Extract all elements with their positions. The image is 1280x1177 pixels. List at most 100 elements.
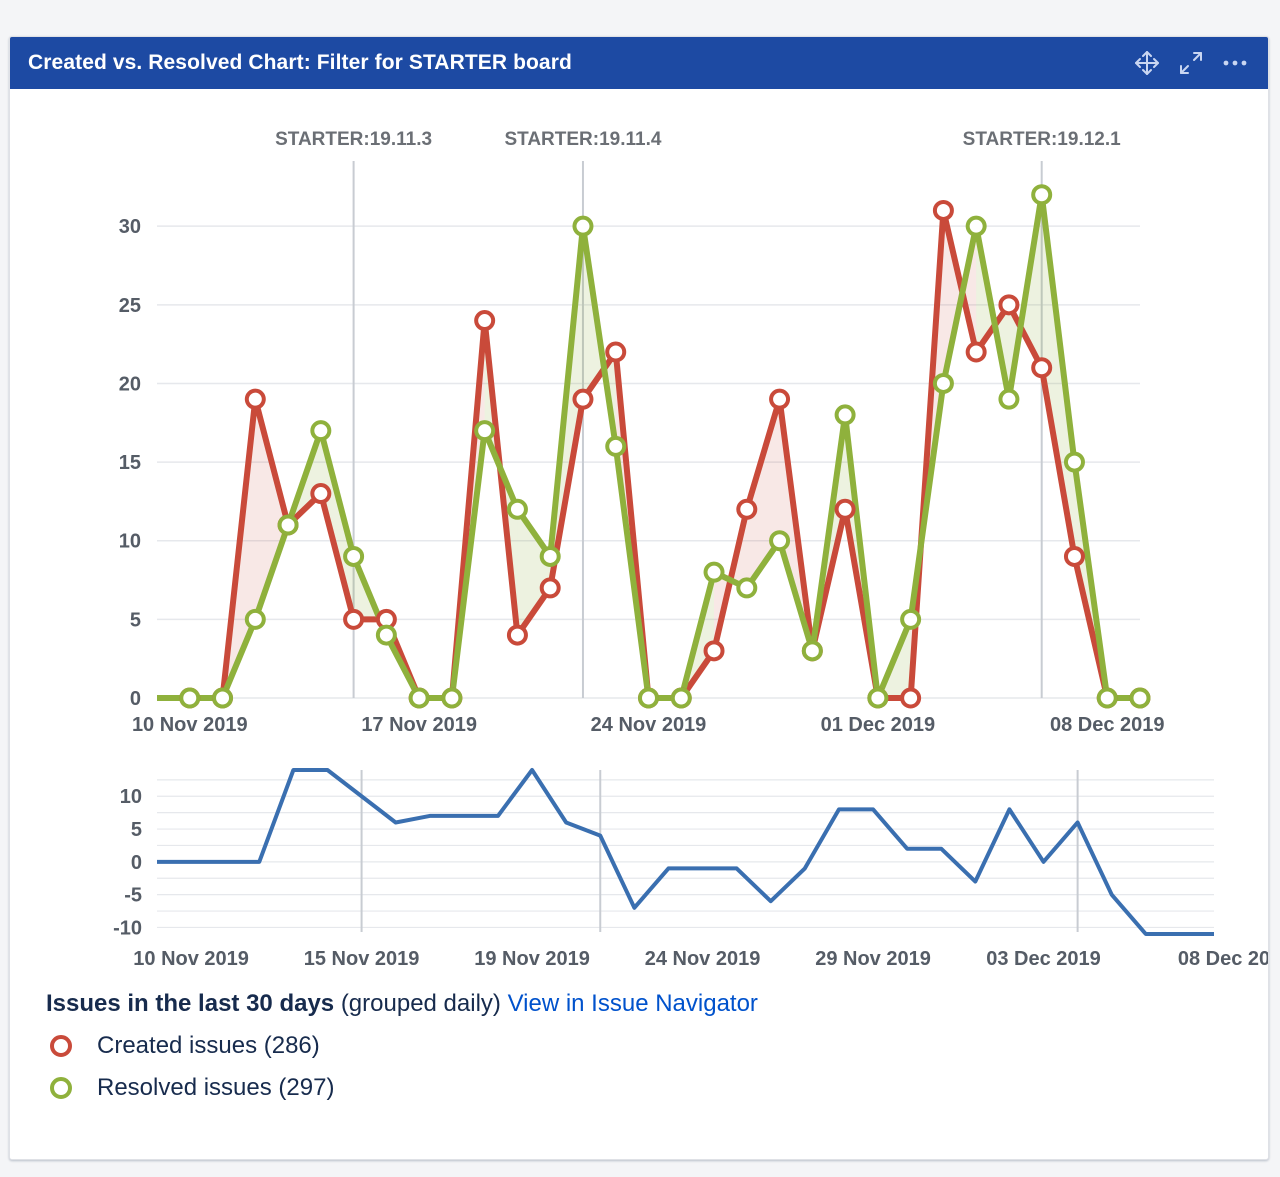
x-tick-label: 08 Dec 2019	[1050, 714, 1165, 736]
resolved-point	[441, 687, 463, 709]
created-point	[965, 341, 987, 363]
y-tick-label: 5	[130, 609, 141, 631]
x-tick-label: 10 Nov 2019	[132, 714, 248, 736]
resolved-point	[834, 404, 856, 426]
resolved-point	[212, 687, 234, 709]
created-vs-resolved-gadget: Created vs. Resolved Chart: Filter for S…	[9, 36, 1269, 1160]
created-point	[834, 498, 856, 520]
resolved-point	[998, 388, 1020, 410]
y-tick-label: 20	[119, 373, 141, 395]
x-tick-label: 03 Dec 2019	[986, 948, 1101, 970]
x-tick-label: 15 Nov 2019	[304, 948, 420, 970]
y-tick-label: 10	[120, 786, 142, 808]
resolved-point	[1129, 687, 1151, 709]
created-point	[605, 341, 627, 363]
resolved-point	[867, 687, 889, 709]
resolved-point	[703, 561, 725, 583]
created-point	[703, 640, 725, 662]
y-tick-label: 5	[131, 819, 142, 841]
more-options-icon[interactable]	[1222, 50, 1248, 76]
expand-icon[interactable]	[1178, 50, 1204, 76]
y-tick-label: -10	[113, 917, 142, 939]
summary-title: Issues in the last 30 days	[46, 990, 335, 1017]
difference-line	[157, 768, 1214, 936]
resolved-point	[572, 215, 594, 237]
difference-chart: -10 -5 0 5 10 10 Nov 2019 15 Nov 2019 19 Nov 20…	[113, 768, 1268, 970]
created-point	[343, 608, 365, 630]
resolved-point	[179, 687, 201, 709]
created-point	[244, 388, 266, 410]
x-tick-label: 08 Dec 20	[1178, 948, 1268, 970]
legend-block: Issues in the last 30 days (grouped dail…	[46, 990, 758, 1102]
resolved-point	[310, 420, 332, 442]
resolved-point	[1063, 451, 1085, 473]
resolved-point	[1031, 184, 1053, 206]
resolved-point	[506, 498, 528, 520]
y-tick-label: 15	[119, 452, 141, 474]
y-tick-label: -5	[124, 885, 142, 907]
created-point	[1063, 545, 1085, 567]
move-icon[interactable]	[1134, 50, 1160, 76]
version-label: STARTER:19.12.1	[963, 129, 1121, 150]
x-tick-label: 24 Nov 2019	[591, 714, 707, 736]
version-label: STARTER:19.11.3	[275, 129, 432, 150]
resolved-point	[343, 545, 365, 567]
created-point	[572, 388, 594, 410]
difference-area	[255, 399, 289, 620]
resolved-point	[277, 514, 299, 536]
legend-label-resolved: Resolved issues (297)	[97, 1074, 335, 1101]
y-tick-label: 25	[119, 295, 141, 317]
gadget-header: Created vs. Resolved Chart: Filter for S…	[10, 37, 1268, 89]
created-marker-icon	[50, 1035, 72, 1057]
created-vs-resolved-chart: 0 5 10 15 20 25 30 STARTER:19.11.3 STARTER:19.11…	[119, 129, 1165, 736]
y-tick-label: 30	[119, 216, 141, 238]
resolved-point	[408, 687, 430, 709]
x-tick-label: 10 Nov 2019	[133, 948, 249, 970]
created-point	[506, 624, 528, 646]
summary-grouping: (grouped daily)	[340, 990, 501, 1017]
created-point	[474, 310, 496, 332]
gadget-title: Created vs. Resolved Chart: Filter for S…	[28, 51, 572, 74]
x-tick-label: 24 Nov 2019	[645, 948, 761, 970]
created-line	[157, 207, 1140, 701]
legend-label-created: Created issues (286)	[97, 1032, 320, 1059]
chart-area: 0 5 10 15 20 25 30 STARTER:19.11.3 STARTER:19.11…	[10, 89, 1268, 989]
resolved-line	[157, 191, 1140, 701]
resolved-point	[244, 608, 266, 630]
resolved-point	[638, 687, 659, 709]
x-tick-label: 29 Nov 2019	[815, 948, 931, 970]
x-tick-label: 01 Dec 2019	[821, 714, 936, 736]
y-tick-label: 0	[131, 852, 142, 874]
created-point	[539, 577, 561, 599]
summary-line: Issues in the last 30 days (grouped dail…	[46, 990, 758, 1018]
resolved-point	[605, 435, 627, 457]
created-point	[769, 388, 791, 410]
x-tick-label: 17 Nov 2019	[361, 714, 477, 736]
created-point	[310, 483, 332, 505]
created-point	[998, 294, 1020, 316]
resolved-point	[900, 608, 922, 630]
y-tick-label: 10	[119, 531, 141, 553]
resolved-point	[670, 687, 692, 709]
resolved-point	[375, 624, 397, 646]
version-label: STARTER:19.11.4	[504, 129, 661, 150]
resolved-point	[801, 640, 823, 662]
view-in-issue-navigator-link[interactable]: View in Issue Navigator	[507, 990, 758, 1017]
created-point	[1031, 357, 1053, 379]
created-point	[736, 498, 758, 520]
difference-area	[320, 430, 354, 620]
resolved-point	[539, 545, 561, 567]
legend-item-created: Created issues (286)	[46, 1032, 758, 1060]
charts-svg: 0 5 10 15 20 25 30 STARTER:19.11.3 STARTER:19.11…	[113, 129, 1268, 970]
resolved-point	[736, 577, 758, 599]
resolved-point	[1096, 687, 1118, 709]
resolved-point	[932, 372, 954, 394]
created-point	[932, 199, 954, 221]
created-point	[900, 687, 922, 709]
resolved-point	[769, 530, 791, 552]
resolved-point	[965, 215, 987, 237]
resolved-point	[474, 420, 496, 442]
resolved-marker-icon	[50, 1077, 72, 1099]
y-tick-label: 0	[130, 688, 141, 710]
x-tick-label: 19 Nov 2019	[474, 948, 590, 970]
